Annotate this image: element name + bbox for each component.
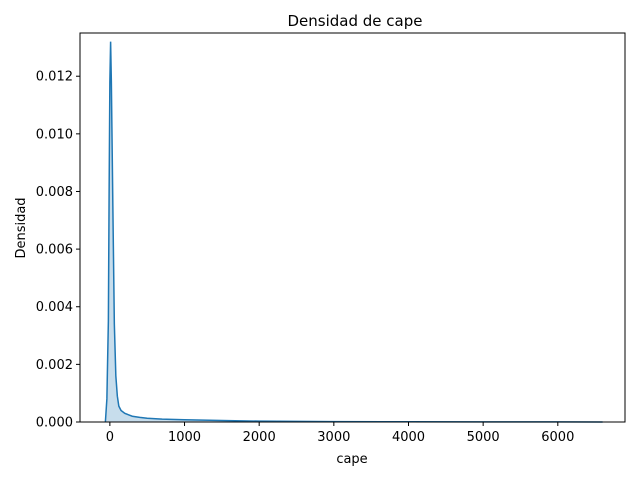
x-tick-label: 6000	[541, 430, 574, 445]
x-axis: 0 1000 2000 3000 4000 5000 6000	[106, 422, 574, 445]
y-tick-label: 0.000	[36, 416, 73, 431]
y-tick-label: 0.008	[36, 185, 73, 200]
y-tick-label: 0.002	[36, 358, 73, 373]
chart-title: Densidad de cape	[288, 12, 423, 30]
x-tick-label: 4000	[392, 430, 425, 445]
density-area	[105, 41, 603, 422]
plot-area	[104, 41, 603, 423]
x-tick-label: 0	[106, 430, 114, 445]
density-line	[104, 41, 603, 423]
x-tick-label: 2000	[243, 430, 276, 445]
plot-frame	[79, 32, 626, 423]
x-tick-label: 3000	[317, 430, 350, 445]
x-tick-label: 1000	[168, 430, 201, 445]
y-tick-label: 0.004	[36, 300, 73, 315]
y-axis: 0.000 0.002 0.004 0.006 0.008 0.010 0.012	[36, 70, 80, 431]
y-tick-label: 0.010	[36, 127, 73, 142]
x-axis-label: cape	[336, 452, 367, 467]
x-tick-label: 5000	[467, 430, 500, 445]
y-axis-label: Densidad	[14, 197, 29, 258]
y-tick-label: 0.006	[36, 243, 73, 258]
y-tick-label: 0.012	[36, 70, 73, 85]
